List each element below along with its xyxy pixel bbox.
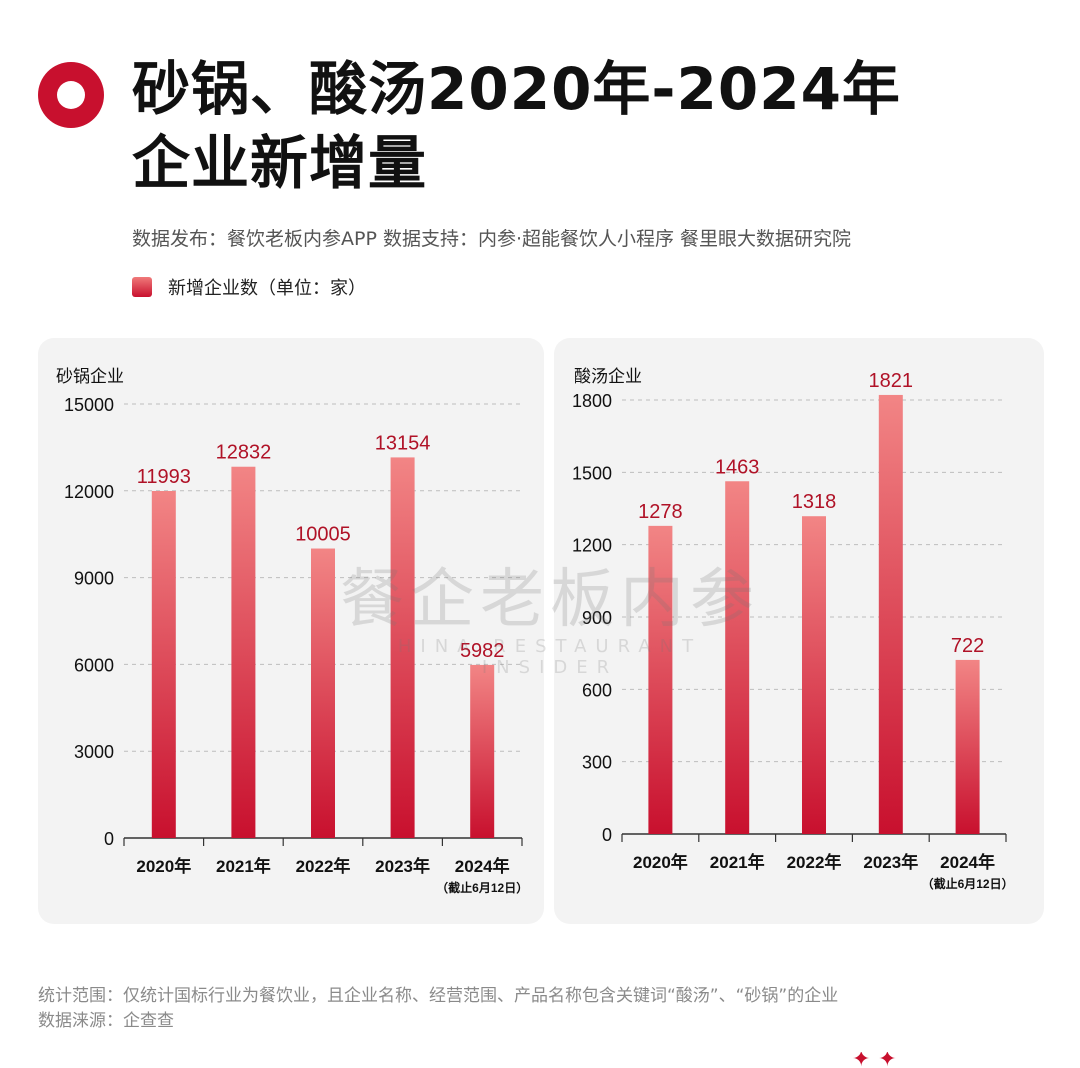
x-tick-label: 2022年: [296, 856, 351, 876]
brand-ring-hole: [57, 81, 85, 109]
page-title: 砂锅、酸汤2020年-2024年 企业新增量: [132, 52, 901, 200]
bar-value-label: 722: [951, 635, 984, 657]
legend-swatch: [132, 277, 152, 297]
footnote-source: 数据涞源：企查查: [38, 1011, 174, 1031]
brand-ring-logo: [38, 62, 104, 128]
y-tick-label: 300: [582, 753, 612, 773]
casserole-bar-chart: 砂锅企业 0 3000 6000 9000 12000 15000 11993 2020年 128…: [56, 367, 528, 895]
x-tick-label: 2021年: [710, 852, 765, 872]
y-tick-label: 15000: [64, 395, 114, 415]
bar-value-label: 1318: [792, 491, 837, 513]
title-line-2: 企业新增量: [132, 129, 428, 197]
chart-panel-sour-soup: 酸汤企业 0 300 600 900 1200 1500 1800 1278 2020年 1463 2…: [554, 338, 1044, 924]
x-tick-label: 2024年: [455, 856, 510, 876]
x-tick-label: 2022年: [787, 852, 842, 872]
bar: [955, 659, 980, 834]
bar-value-label: 12832: [216, 442, 272, 464]
x-tick-label: 2020年: [633, 852, 688, 872]
y-tick-label: 9000: [74, 569, 114, 589]
bar-value-label: 5982: [460, 640, 505, 662]
bar: [390, 457, 415, 838]
x-tick-label: 2020年: [136, 856, 191, 876]
bar: [311, 548, 335, 838]
footnote: 统计范围：仅统计国标行业为餐饮业，且企业名称、经营范围、产品名称包含关键词“酸汤…: [38, 984, 838, 1034]
y-tick-label: 0: [104, 829, 114, 849]
chart-title: 酸汤企业: [574, 367, 642, 386]
legend-label: 新增企业数（单位：家）: [168, 278, 366, 299]
bar-value-label: 10005: [295, 524, 351, 546]
bar-value-label: 1278: [638, 501, 683, 523]
y-tick-label: 1200: [572, 536, 612, 556]
chart-panel-casserole: 砂锅企业 0 3000 6000 9000 12000 15000 11993 2020年 128…: [38, 338, 544, 924]
x-tick-note: （截止6月12日）: [436, 880, 528, 895]
x-tick-label: 2023年: [375, 856, 430, 876]
sour-soup-bar-chart: 酸汤企业 0 300 600 900 1200 1500 1800 1278 2020年 1463 2…: [572, 367, 1014, 891]
title-line-1: 砂锅、酸汤2020年-2024年: [132, 55, 901, 123]
x-tick-label: 2024年: [940, 852, 995, 872]
bar: [802, 516, 826, 834]
chart-title: 砂锅企业: [56, 367, 124, 386]
bar: [725, 481, 750, 834]
bar-value-label: 11993: [137, 466, 191, 488]
corner-brand-mark: ✦ ✦: [852, 1052, 897, 1068]
x-tick-label: 2023年: [863, 852, 918, 872]
bar: [231, 466, 256, 838]
y-tick-label: 3000: [74, 742, 114, 762]
y-tick-label: 600: [582, 680, 612, 700]
bar-value-label: 13154: [375, 432, 431, 454]
legend: 新增企业数（单位：家）: [132, 274, 366, 300]
y-tick-label: 1500: [572, 463, 612, 483]
y-tick-label: 900: [582, 608, 612, 628]
bar-value-label: 1821: [869, 370, 914, 392]
y-tick-label: 0: [602, 825, 612, 845]
y-tick-label: 6000: [74, 655, 114, 675]
bar: [878, 394, 903, 834]
y-tick-label: 1800: [572, 391, 612, 411]
x-tick-label: 2021年: [216, 856, 271, 876]
bar: [151, 491, 176, 838]
bar: [648, 525, 673, 834]
footnote-scope: 统计范围：仅统计国标行业为餐饮业，且企业名称、经营范围、产品名称包含关键词“酸汤…: [38, 986, 839, 1006]
bar-value-label: 1463: [715, 456, 760, 478]
data-source-text: 数据发布：餐饮老板内参APP 数据支持：内参·超能餐饮人小程序 餐里眼大数据研究…: [132, 228, 852, 250]
x-tick-note: （截止6月12日）: [922, 876, 1014, 891]
bar: [470, 664, 495, 838]
y-tick-label: 12000: [64, 482, 114, 502]
